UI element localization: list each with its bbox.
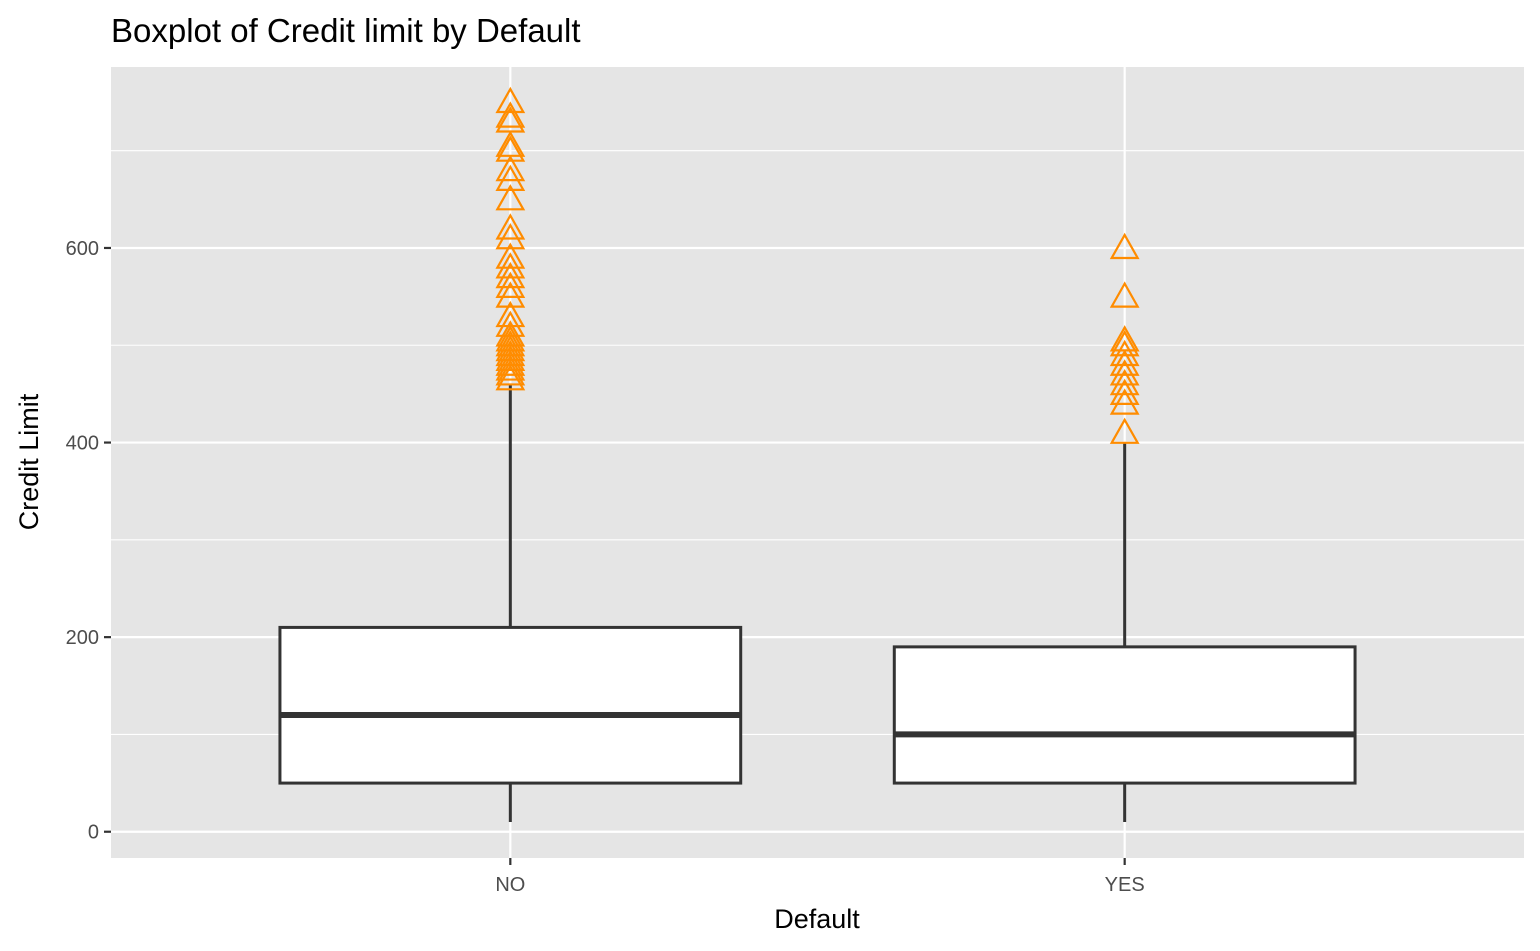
outlier-point (495, 300, 526, 328)
outlier-point (495, 252, 526, 279)
outlier-point (495, 213, 526, 240)
iqr-box (278, 625, 743, 785)
outlier-point (495, 135, 526, 162)
outlier-point (1109, 368, 1140, 396)
x-tick-label: YES (1105, 874, 1145, 896)
box-no (278, 384, 743, 823)
outlier-point (1109, 281, 1140, 308)
outlier-point (495, 320, 526, 347)
outlier-point (1109, 232, 1140, 260)
outlier-point (1109, 417, 1140, 444)
outlier-point (1109, 325, 1140, 352)
outlier-point (495, 325, 526, 352)
outlier-point (495, 359, 526, 386)
y-tick-label: 0 (88, 822, 99, 844)
outlier-point (495, 339, 526, 367)
outliers-no (495, 86, 526, 391)
y-tick-label: 400 (66, 433, 99, 455)
x-tick-label: NO (495, 874, 525, 896)
outlier-point (1109, 330, 1140, 357)
outlier-point (495, 106, 526, 133)
outlier-point (495, 349, 526, 376)
outlier-point (1109, 349, 1140, 376)
outlier-point (495, 364, 526, 391)
outlier-point (1109, 388, 1140, 415)
outlier-point (495, 310, 526, 337)
box-yes (892, 442, 1357, 823)
outlier-point (1109, 339, 1140, 367)
iqr-box (892, 645, 1357, 785)
outlier-point (1109, 359, 1140, 386)
outliers (495, 86, 1140, 444)
outlier-point (495, 223, 526, 250)
chart-title: Boxplot of Credit limit by Default (111, 12, 581, 49)
outlier-point (495, 164, 526, 191)
outlier-point (495, 242, 526, 269)
boxes (278, 384, 1357, 823)
outlier-point (495, 130, 526, 157)
outlier-point (495, 101, 526, 128)
outlier-point (495, 330, 526, 357)
outlier-point (1109, 378, 1140, 406)
x-axis-title: Default (774, 904, 860, 934)
outlier-point (495, 154, 526, 182)
y-tick-label: 600 (66, 238, 99, 260)
outlier-point (495, 184, 526, 211)
x-axis: NO YES (495, 858, 1145, 896)
y-axis: 0 200 400 600 (66, 238, 111, 844)
outlier-point (495, 344, 526, 371)
outlier-point (495, 354, 526, 381)
outlier-point (495, 261, 526, 289)
outlier-point (495, 334, 526, 362)
outlier-point (495, 86, 526, 114)
outliers-yes (1109, 232, 1140, 444)
outlier-point (495, 271, 526, 298)
y-tick-label: 200 (66, 627, 99, 649)
outlier-point (495, 281, 526, 308)
y-axis-title: Credit Limit (14, 393, 44, 530)
